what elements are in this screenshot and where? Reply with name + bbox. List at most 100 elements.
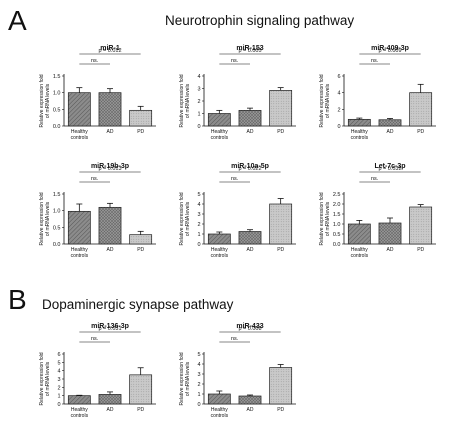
- bar: [238, 231, 262, 245]
- bar: [207, 233, 231, 245]
- bar: [98, 394, 122, 405]
- significance-label: ns.: [371, 176, 379, 182]
- x-tick-label: Healthy: [211, 129, 228, 135]
- panel-b-title: Dopaminergic synapse pathway: [42, 297, 234, 312]
- y-axis-label: Relative expression fold: [319, 192, 325, 245]
- x-tick-label: AD: [247, 407, 254, 413]
- bar: [238, 110, 262, 127]
- chart-title: miR-1: [100, 45, 120, 52]
- y-tick-label: 0.0: [53, 124, 61, 130]
- y-tick-label: 4: [337, 91, 340, 97]
- bar: [129, 234, 153, 245]
- significance-label: p = 0.032: [378, 166, 401, 172]
- bar: [409, 92, 433, 127]
- y-tick-label: 5: [57, 360, 60, 366]
- y-tick-label: 3: [197, 87, 200, 93]
- x-tick-label: PD: [277, 407, 284, 413]
- y-axis-label: of mRNA levels: [325, 83, 331, 118]
- significance-label: p = 0.009: [378, 48, 401, 54]
- chart-mir-433: miR-433 Relative expression fold of mRNA l…: [179, 323, 296, 419]
- x-tick-label: PD: [417, 247, 424, 253]
- y-tick-label: 0: [197, 242, 200, 248]
- bar: [67, 210, 91, 245]
- x-tick-label: Healthy: [351, 247, 368, 253]
- y-tick-label: 4: [197, 362, 200, 368]
- significance-label: p = 0.013: [98, 166, 121, 172]
- y-tick-label: 6: [337, 74, 340, 80]
- bar: [67, 92, 91, 127]
- x-tick-label: Healthy: [71, 129, 88, 135]
- y-tick-label: 0: [337, 124, 340, 130]
- chart-mir-19b-3p: miR-19b-3p Relative expression fold of mRN…: [39, 163, 156, 259]
- significance-label: p = 0.012: [98, 48, 121, 54]
- bar: [269, 90, 293, 127]
- x-tick-label: AD: [107, 129, 114, 135]
- y-tick-label: 2: [337, 107, 340, 113]
- x-tick-label: PD: [137, 247, 144, 253]
- chart-mir-153: miR-153 Relative expression fold of mRNA l…: [179, 45, 296, 141]
- y-tick-label: 1: [197, 232, 200, 238]
- y-tick-label: 4: [197, 74, 200, 80]
- y-tick-label: 1.0: [333, 222, 341, 228]
- bar: [378, 119, 402, 127]
- bar: [129, 374, 153, 405]
- x-tick-label: AD: [387, 247, 394, 253]
- x-tick-label: PD: [277, 129, 284, 135]
- chart-mir-1: miR-1 Relative expression fold of mRNA lev…: [39, 45, 156, 141]
- y-tick-label: 3: [197, 372, 200, 378]
- bar: [347, 118, 371, 127]
- chart-mir-10a-5p: miR-10a-5p Relative expression fold of mRN…: [179, 163, 296, 259]
- y-axis-label: of mRNA levels: [185, 83, 191, 118]
- y-tick-label: 0: [57, 402, 60, 408]
- y-tick-label: 6: [57, 352, 60, 358]
- significance-label: ns.: [231, 176, 239, 182]
- bar: [207, 393, 231, 405]
- panel-a-letter: A: [8, 5, 27, 36]
- bar: [67, 395, 91, 405]
- bar: [98, 92, 122, 127]
- significance-label: p = 0.031: [98, 326, 121, 332]
- x-tick-label: PD: [277, 247, 284, 253]
- bar: [409, 206, 433, 245]
- y-tick-label: 4: [197, 202, 200, 208]
- significance-label: ns.: [231, 336, 239, 342]
- x-tick-label: controls: [211, 413, 229, 419]
- y-tick-label: 2: [197, 382, 200, 388]
- chart-title: miR-136-3p: [91, 323, 129, 330]
- significance-label: ns.: [91, 58, 99, 64]
- x-tick-label: Healthy: [211, 407, 228, 413]
- y-axis-label: Relative expression fold: [179, 352, 185, 405]
- y-tick-label: 4: [57, 369, 60, 375]
- chart-title: miR-10a-5p: [231, 163, 269, 170]
- y-tick-label: 0: [197, 124, 200, 130]
- x-tick-label: AD: [247, 129, 254, 135]
- y-tick-label: 2.5: [333, 192, 341, 198]
- y-tick-label: 0.0: [333, 242, 341, 248]
- chart-mir-136-3p: miR-136-3p Relative expression fold of mRN…: [39, 323, 156, 419]
- panel-a-title: Neurotrophin signaling pathway: [165, 13, 355, 28]
- y-tick-label: 1.5: [53, 192, 61, 198]
- y-tick-label: 3: [197, 212, 200, 218]
- significance-label: ns.: [91, 176, 99, 182]
- y-tick-label: 0.5: [53, 225, 61, 231]
- chart-title: miR-409-3p: [371, 45, 409, 52]
- x-tick-label: controls: [71, 413, 89, 419]
- y-tick-label: 5: [197, 192, 200, 198]
- bar: [98, 206, 122, 245]
- y-tick-label: 2: [197, 222, 200, 228]
- chart-let-7c-3p: Let-7c-3p Relative expression fold of mRNA…: [319, 163, 436, 259]
- y-axis-label: Relative expression fold: [179, 192, 185, 245]
- y-tick-label: 1.0: [53, 209, 61, 215]
- x-tick-label: AD: [387, 129, 394, 135]
- y-axis-label: of mRNA levels: [185, 201, 191, 236]
- significance-label: ns.: [91, 336, 99, 342]
- significance-label: p = 0.008: [238, 326, 261, 332]
- y-axis-label: of mRNA levels: [45, 83, 51, 118]
- x-tick-label: Healthy: [211, 247, 228, 253]
- y-tick-label: 1.5: [53, 74, 61, 80]
- y-tick-label: 2: [197, 99, 200, 105]
- chart-title: miR-433: [236, 323, 263, 330]
- x-tick-label: PD: [137, 129, 144, 135]
- y-tick-label: 0.5: [53, 107, 61, 113]
- significance-label: p = 0.005: [238, 48, 261, 54]
